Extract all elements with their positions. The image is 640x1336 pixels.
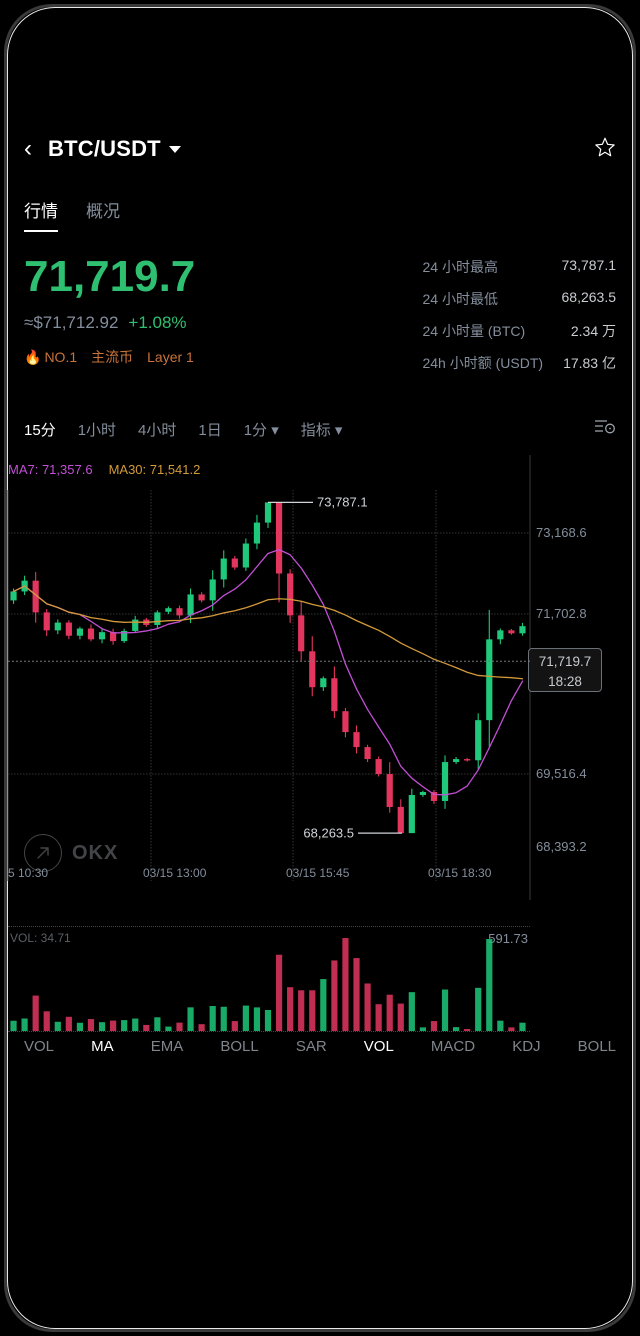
svg-text:68,263.5: 68,263.5 — [303, 826, 354, 841]
svg-text:73,787.1: 73,787.1 — [317, 495, 368, 510]
